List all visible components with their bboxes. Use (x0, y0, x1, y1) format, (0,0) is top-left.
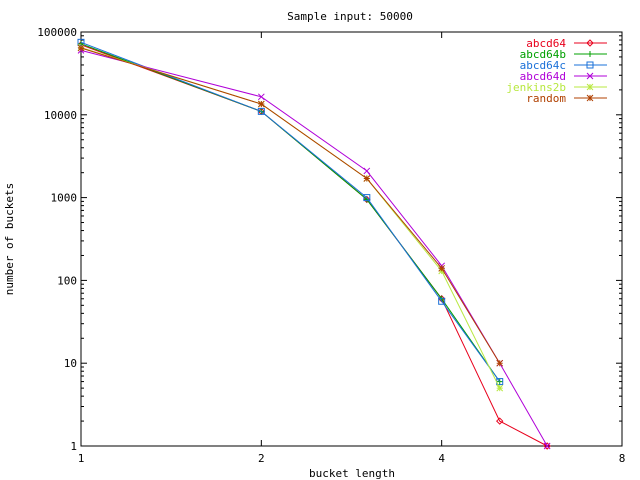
data-point (363, 175, 371, 182)
series-random (77, 44, 504, 367)
plot-frame (80, 31, 623, 447)
data-point (438, 264, 446, 272)
legend: abcd64abcd64babcd64cabcd64djenkins2brand… (506, 37, 607, 105)
series-jenkins2b (77, 44, 504, 392)
series-abcd64b (78, 40, 503, 385)
legend-label: abcd64b (520, 48, 566, 61)
legend-marker (586, 39, 594, 47)
data-point (257, 100, 265, 108)
data-point (363, 194, 371, 202)
legend-label: jenkins2b (506, 81, 566, 94)
y-axis-label: number of buckets (3, 183, 16, 296)
y-tick-label: 1 (70, 440, 77, 453)
y-tick-label: 10000 (44, 109, 77, 122)
legend-label: abcd64c (520, 59, 566, 72)
y-tick-label: 1000 (51, 192, 78, 205)
y-tick-label: 100000 (37, 26, 77, 39)
y-tick-label: 10 (64, 357, 77, 370)
series-line (80, 49, 548, 447)
data-point (438, 297, 446, 305)
legend-label: random (526, 92, 566, 105)
data-point (257, 93, 265, 101)
legend-marker (586, 83, 594, 91)
legend-marker (587, 51, 593, 57)
series-line (80, 47, 501, 389)
x-tick-label: 2 (258, 452, 265, 465)
data-point (257, 107, 265, 115)
series-abcd64 (77, 41, 551, 450)
series-abcd64c (77, 38, 504, 386)
x-tick-label: 4 (438, 452, 445, 465)
data-point (496, 359, 504, 367)
x-tick-label: 1 (78, 452, 85, 465)
x-tick-label: 8 (619, 452, 626, 465)
axes: 1 10 100 1000 10000 100000 1 2 4 8 (37, 26, 625, 465)
legend-marker (586, 72, 594, 80)
legend-marker (586, 94, 594, 102)
series-abcd64d (77, 47, 551, 450)
legend-label: abcd64d (520, 70, 566, 83)
data-point (363, 167, 371, 175)
series-line (80, 44, 548, 447)
chart-title: Sample input: 50000 (287, 10, 413, 23)
data-point (496, 384, 504, 392)
legend-marker (586, 61, 594, 69)
y-tick-label: 100 (57, 274, 77, 287)
data-point (543, 442, 551, 450)
x-axis-label: bucket length (309, 467, 395, 480)
data-point (496, 417, 504, 425)
legend-label: abcd64 (526, 37, 566, 50)
series-line (80, 41, 501, 382)
series-line (80, 47, 501, 364)
data-point (77, 44, 85, 52)
data-point (543, 442, 551, 450)
series-layer (77, 38, 551, 450)
series-line (80, 43, 501, 382)
